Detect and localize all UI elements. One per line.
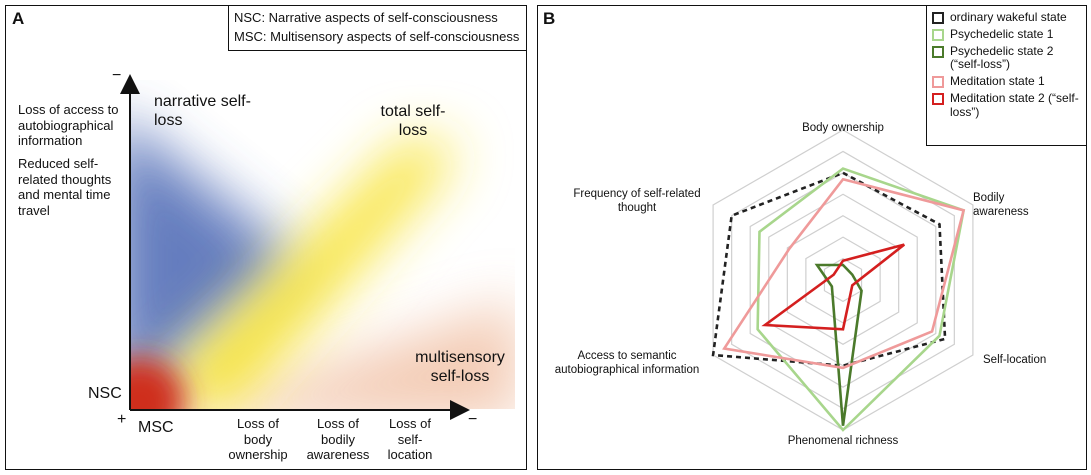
grid-ring <box>731 150 955 410</box>
axis-label: Frequency of self-related thought <box>573 188 701 214</box>
series-line <box>711 171 947 368</box>
legend-entry: ordinary wakeful state <box>932 10 1082 25</box>
legend: ordinary wakeful state Psychedelic state … <box>932 9 1082 123</box>
grid-ring <box>712 129 974 431</box>
legend-text: MSC: Multisensory aspects of self-consci… <box>234 29 520 44</box>
legend-swatch <box>932 28 944 41</box>
series-line <box>722 177 966 370</box>
grid-ring <box>749 172 937 388</box>
legend-entry: Meditation state 2 (“self-loss”) <box>932 90 1082 120</box>
self-loss-gradient <box>131 126 515 409</box>
y-axis-label: Reduced self-related thoughts and mental… <box>18 156 112 218</box>
legend-entry: Psychedelic state 2 (“self-loss”) <box>932 43 1082 73</box>
panel-b-frame <box>537 5 1087 470</box>
axis-end: − <box>112 67 122 84</box>
axis-end: − <box>468 411 478 428</box>
legend-swatch <box>932 45 944 58</box>
legend-swatch <box>932 92 944 105</box>
axis-label: Bodily awareness <box>973 192 1029 218</box>
axis-label: Phenomenal richness <box>787 435 899 447</box>
grid-ring <box>823 257 863 303</box>
grid-ring <box>768 193 918 367</box>
region-label: narrative self-loss <box>154 93 251 130</box>
legend-swatch <box>932 12 944 24</box>
panel-label: A <box>12 9 25 28</box>
legend-label: ordinary wakeful state <box>950 10 1067 24</box>
series-line <box>761 243 906 331</box>
y-axis-label: Loss of access to autobiographical infor… <box>18 102 119 149</box>
series-line <box>814 263 863 426</box>
x-axis-label: Loss of self-location <box>387 416 433 463</box>
legend-label: Meditation state 1 <box>950 74 1045 89</box>
axis-label: Body ownership <box>802 122 884 134</box>
legend-label: Psychedelic state 2 (“self-loss”) <box>950 43 1054 72</box>
panel-a-legend-box <box>228 5 527 51</box>
x-axis-label: Loss of body ownership <box>228 416 288 463</box>
region-label: total self-loss <box>380 103 446 140</box>
legend-swatch <box>932 76 944 89</box>
legend-label: Psychedelic state 1 <box>950 26 1054 41</box>
x-axis-label: Loss of bodily awareness <box>306 416 370 463</box>
axis-origin-label: MSC <box>138 419 174 436</box>
legend-text: NSC: Narrative aspects of self-conscious… <box>234 10 498 25</box>
radar-chart <box>711 129 974 432</box>
region-label: multisensory self-loss <box>415 349 505 386</box>
axis-label: Self-location <box>983 354 1047 366</box>
grid-ring <box>805 236 881 324</box>
legend-entry: Meditation state 1 <box>932 74 1082 89</box>
axis-origin-label: NSC <box>88 385 122 402</box>
legend-box <box>926 5 1087 146</box>
panel-label: B <box>543 9 556 28</box>
axis-origin: + <box>117 411 127 428</box>
legend-label: Meditation state 2 (“self-loss”) <box>950 90 1079 119</box>
axis-label: Access to semantic autobiographical info… <box>554 350 700 376</box>
legend-entry: Psychedelic state 1 <box>932 26 1082 42</box>
